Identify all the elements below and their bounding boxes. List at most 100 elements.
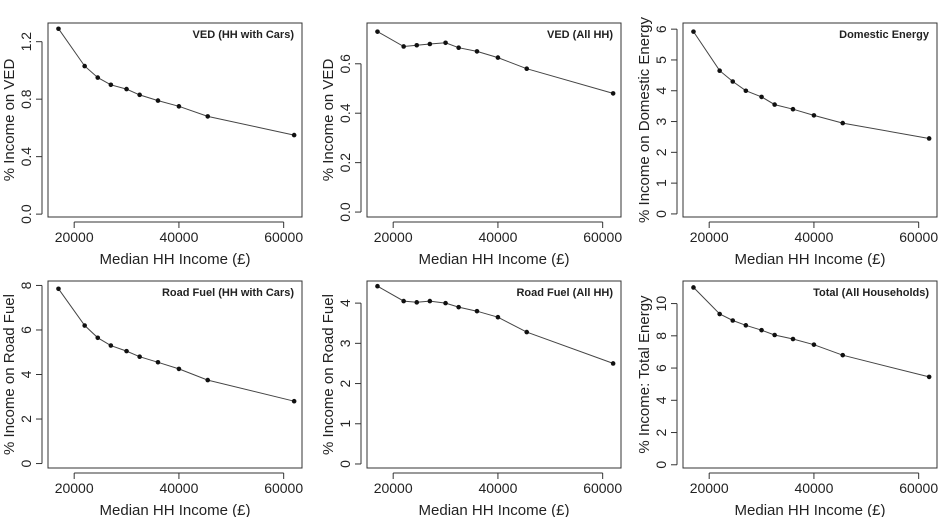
chart-panel-4: Road Fuel (HH with Cars) 20000 40000 60000 M… <box>1 280 303 517</box>
data-point <box>56 286 61 292</box>
data-point <box>456 304 461 310</box>
y-tick-label: 0 <box>337 460 353 468</box>
plot-frame <box>47 280 303 469</box>
x-tick-label: 40000 <box>159 229 198 245</box>
data-point <box>759 327 764 333</box>
data-point <box>790 336 796 342</box>
data-point <box>137 354 142 359</box>
data-point <box>474 308 480 314</box>
data-point <box>95 75 101 80</box>
y-tick-label: 2 <box>18 415 34 423</box>
x-axis-label: Median HH Income (£) <box>100 251 251 268</box>
y-tick-label: 6 <box>18 326 34 334</box>
data-point <box>840 120 846 126</box>
data-point <box>56 26 61 32</box>
x-tick-label: 60000 <box>264 229 303 245</box>
x-tick-label: 20000 <box>374 480 413 496</box>
y-tick-label: 0 <box>653 461 669 469</box>
x-tick-label: 40000 <box>478 480 517 496</box>
y-tick-label: 2 <box>337 379 353 387</box>
y-tick-label: 4 <box>18 370 34 378</box>
series-line <box>693 287 930 378</box>
panel-title: VED (All HH) <box>547 29 613 41</box>
data-point <box>840 352 846 358</box>
y-tick-label: 4 <box>653 396 669 404</box>
chart-panel-2: VED (All HH) 20000 40000 60000 Median HH Inc… <box>320 22 622 268</box>
y-axis-label: % Income: Total Energy <box>636 295 653 454</box>
y-axis-label: % Income on Domestic Energy <box>636 17 653 223</box>
y-tick-label: 0.0 <box>337 202 353 222</box>
y-tick-label: 0.4 <box>337 103 353 123</box>
plot-frame <box>366 280 622 469</box>
panel-title: VED (HH with Cars) <box>193 29 295 41</box>
y-tick-label: 6 <box>653 25 669 33</box>
data-point <box>291 398 297 404</box>
x-tick-label: 40000 <box>478 229 517 245</box>
chart-panel-6: Total (All Households) 20000 40000 60000 Med… <box>636 280 938 517</box>
y-tick-label: 2 <box>653 148 669 156</box>
x-tick-label: 20000 <box>690 229 729 245</box>
data-point <box>495 55 501 60</box>
x-tick-label: 20000 <box>55 480 94 496</box>
x-axis-label: Median HH Income (£) <box>419 502 570 517</box>
data-point <box>691 29 696 34</box>
y-axis-label: % Income on VED <box>320 59 337 182</box>
series-line <box>58 288 295 402</box>
x-tick-label: 60000 <box>264 480 303 496</box>
data-point <box>108 82 114 88</box>
y-tick-label: 6 <box>653 364 669 372</box>
data-point <box>401 298 406 304</box>
series-line <box>377 31 614 94</box>
x-tick-label: 60000 <box>899 229 938 245</box>
data-point <box>375 283 380 289</box>
x-tick-label: 20000 <box>690 480 729 496</box>
data-point <box>730 79 736 84</box>
y-tick-label: 0 <box>18 459 34 467</box>
plot-frame <box>47 22 303 218</box>
data-point <box>743 88 749 94</box>
plot-frame <box>366 22 622 218</box>
data-point <box>610 91 616 96</box>
y-tick-label: 0.2 <box>337 153 353 173</box>
data-point <box>443 40 448 46</box>
data-point <box>95 335 101 341</box>
data-point <box>82 63 87 69</box>
y-tick-label: 3 <box>337 339 353 347</box>
y-tick-label: 5 <box>653 56 669 64</box>
plot-frame <box>682 280 938 469</box>
data-point <box>176 104 182 109</box>
x-tick-label: 20000 <box>55 229 94 245</box>
data-point <box>610 361 616 366</box>
x-tick-label: 60000 <box>583 480 622 496</box>
data-point <box>811 113 817 118</box>
data-point <box>108 343 114 348</box>
x-tick-label: 40000 <box>159 480 198 496</box>
y-tick-label: 1 <box>337 420 353 428</box>
data-point <box>427 298 433 304</box>
series-line <box>377 285 614 364</box>
panel-title: Domestic Energy <box>839 29 930 41</box>
data-point <box>124 86 129 92</box>
data-point <box>524 66 530 72</box>
y-tick-label: 0.0 <box>18 204 34 224</box>
data-point <box>176 366 182 372</box>
data-point <box>691 285 696 290</box>
chart-panel-3: Domestic Energy 20000 40000 60000 Median HH … <box>636 17 938 268</box>
data-point <box>495 314 501 320</box>
data-point <box>730 318 736 323</box>
y-tick-label: 0.6 <box>337 54 353 74</box>
x-tick-label: 60000 <box>899 480 938 496</box>
x-tick-label: 60000 <box>583 229 622 245</box>
y-tick-label: 1.2 <box>18 32 34 52</box>
x-axis-label: Median HH Income (£) <box>100 502 251 517</box>
data-point <box>790 106 796 112</box>
y-tick-label: 8 <box>18 281 34 289</box>
x-tick-label: 40000 <box>794 480 833 496</box>
data-point <box>205 114 211 119</box>
data-point <box>375 29 380 34</box>
y-tick-label: 8 <box>653 332 669 340</box>
data-point <box>137 92 142 98</box>
y-tick-label: 0.8 <box>18 89 34 109</box>
data-point <box>82 323 87 328</box>
